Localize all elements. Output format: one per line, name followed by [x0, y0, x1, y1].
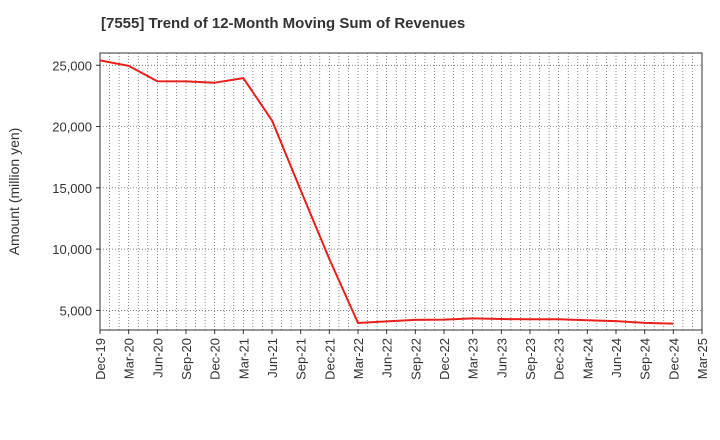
series-layer: [99, 59, 674, 325]
y-axis: 5,000 10,000 15,000 20,000 25,000: [52, 58, 100, 318]
x-tick-label: Mar-25: [695, 338, 710, 379]
x-tick-label: Sep-24: [638, 338, 653, 380]
chart-title: [7555] Trend of 12-Month Moving Sum of R…: [101, 15, 466, 32]
x-tick-label: Jun-20: [150, 338, 165, 378]
grid-lines: [100, 53, 702, 330]
x-tick-label: Dec-23: [552, 338, 567, 380]
x-tick-label: Dec-20: [208, 338, 223, 380]
x-tick-label: Dec-24: [666, 338, 681, 380]
x-tick-label: Dec-22: [437, 338, 452, 380]
y-axis-title: Amount (million yen): [6, 128, 22, 256]
x-tick-label: Mar-24: [580, 338, 595, 379]
x-tick-label: Mar-21: [236, 338, 251, 379]
x-tick-label: Jun-22: [380, 338, 395, 378]
x-tick-label: Jun-24: [609, 338, 624, 378]
x-tick-label: Jun-23: [494, 338, 509, 378]
y-tick-label: 20,000: [52, 120, 92, 135]
x-tick-label: Dec-21: [322, 338, 337, 380]
plot-area: [99, 52, 703, 331]
x-tick-label: Mar-20: [122, 338, 137, 379]
y-tick-label: 15,000: [52, 181, 92, 196]
x-tick-label: Mar-23: [466, 338, 481, 379]
y-tick-label: 10,000: [52, 242, 92, 257]
x-tick-label: Sep-21: [294, 338, 309, 380]
x-tick-label: Dec-19: [93, 338, 108, 380]
x-tick-label: Mar-22: [351, 338, 366, 379]
x-axis: Dec-19 Mar-20 Jun-20 Sep-20 Dec-20 Mar-21 Jun-…: [93, 330, 710, 380]
x-tick-label: Sep-23: [523, 338, 538, 380]
x-tick-label: Sep-20: [179, 338, 194, 380]
x-tick-label: Jun-21: [265, 338, 280, 378]
x-tick-label: Sep-22: [408, 338, 423, 380]
series-line: [99, 59, 674, 325]
y-tick-label: 5,000: [59, 303, 92, 318]
y-tick-label: 25,000: [52, 58, 92, 73]
